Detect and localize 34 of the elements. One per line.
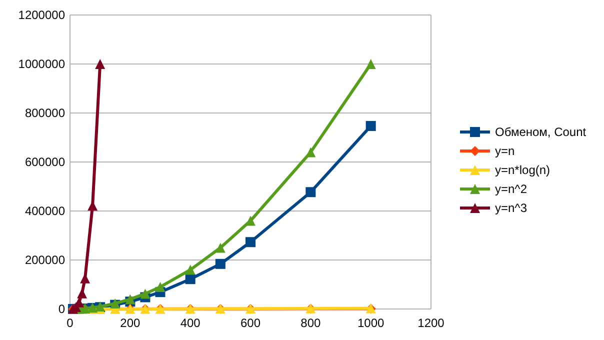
point (215, 258, 226, 269)
y-tick-label: 200000 (24, 253, 66, 268)
point (246, 216, 256, 226)
point (246, 237, 256, 248)
point (77, 288, 88, 298)
legend-label: y=n^2 (495, 182, 528, 196)
legend-label: y=n^3 (495, 201, 528, 216)
point (155, 282, 166, 292)
x-tick-label: 600 (240, 316, 261, 330)
legend-label: y=n*log(n) (495, 163, 550, 178)
point (185, 264, 196, 275)
x-tick-label: 200 (120, 316, 140, 330)
y-tick-label: 600000 (24, 155, 66, 170)
point (95, 59, 106, 69)
legend-label: Обменом, Count (495, 125, 587, 140)
y-tick-label: 1200000 (18, 8, 66, 22)
point (215, 242, 226, 253)
point (185, 274, 196, 284)
y-tick-label: 400000 (24, 204, 66, 218)
point (306, 187, 316, 198)
x-tick-label: 1000 (357, 316, 385, 330)
y-tick-label: 1000000 (18, 57, 66, 72)
x-tick-label: 800 (300, 316, 321, 330)
x-tick-label: 0 (66, 316, 74, 330)
x-tick-label: 1200 (418, 316, 445, 330)
point (366, 59, 376, 69)
point (366, 120, 376, 131)
x-tick-label: 400 (180, 316, 201, 330)
point (306, 147, 316, 158)
legend-label: y=n (495, 144, 515, 158)
y-tick-label: 0 (58, 302, 66, 316)
y-tick-label: 800000 (24, 106, 66, 120)
point (125, 294, 136, 304)
point (140, 288, 150, 299)
